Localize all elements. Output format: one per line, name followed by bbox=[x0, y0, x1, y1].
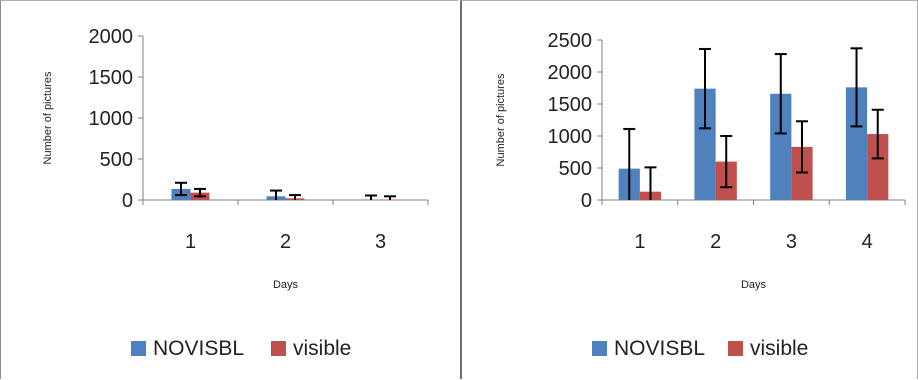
chart-panel-left: 0 500 1000 1500 2000 1 2 3 Number of pictures Day… bbox=[0, 0, 458, 379]
chart-right-svg: 0 500 1000 1500 2000 2500 1 2 3 4 Number of pictur… bbox=[462, 1, 918, 380]
legend-label-visible: visible bbox=[293, 337, 351, 360]
x-tick-label: 1 bbox=[185, 231, 196, 253]
legend-label-novisbl: NOVISBL bbox=[153, 337, 244, 360]
y-tick-label: 2000 bbox=[548, 62, 593, 84]
legend-swatch-novisbl bbox=[131, 341, 146, 356]
x-tick-label: 2 bbox=[280, 231, 291, 253]
y-tick-label: 0 bbox=[122, 190, 133, 212]
x-tick-label: 4 bbox=[862, 231, 873, 253]
x-axis-title: Days bbox=[741, 279, 767, 291]
y-tick-label: 500 bbox=[100, 149, 133, 171]
legend-label-visible: visible bbox=[750, 337, 808, 360]
x-tick-label: 3 bbox=[786, 231, 797, 253]
x-tick-label: 3 bbox=[375, 231, 386, 253]
y-tick-label: 1500 bbox=[89, 67, 134, 89]
y-tick-label: 2000 bbox=[89, 26, 134, 48]
x-tick-label: 1 bbox=[634, 231, 645, 253]
y-tick-label: 500 bbox=[559, 158, 592, 180]
legend-swatch-visible bbox=[728, 341, 743, 356]
y-tick-label: 2500 bbox=[548, 30, 593, 52]
y-tick-label: 1000 bbox=[89, 108, 134, 130]
y-tick-label: 1500 bbox=[548, 94, 593, 116]
y-tick-label: 0 bbox=[581, 190, 592, 212]
y-axis-title: Number of pictures bbox=[495, 73, 507, 166]
x-tick-label: 2 bbox=[710, 231, 721, 253]
y-tick-label: 1000 bbox=[548, 126, 593, 148]
y-axis-title: Number of pictures bbox=[42, 71, 54, 164]
x-axis-title: Days bbox=[273, 279, 299, 291]
legend-swatch-visible bbox=[271, 341, 286, 356]
chart-left-svg: 0 500 1000 1500 2000 1 2 3 Number of pictures Day… bbox=[1, 1, 459, 380]
chart-panel-right: 0 500 1000 1500 2000 2500 1 2 3 4 Number of pictur… bbox=[460, 0, 918, 379]
legend-swatch-novisbl bbox=[592, 341, 607, 356]
legend-label-novisbl: NOVISBL bbox=[614, 337, 705, 360]
